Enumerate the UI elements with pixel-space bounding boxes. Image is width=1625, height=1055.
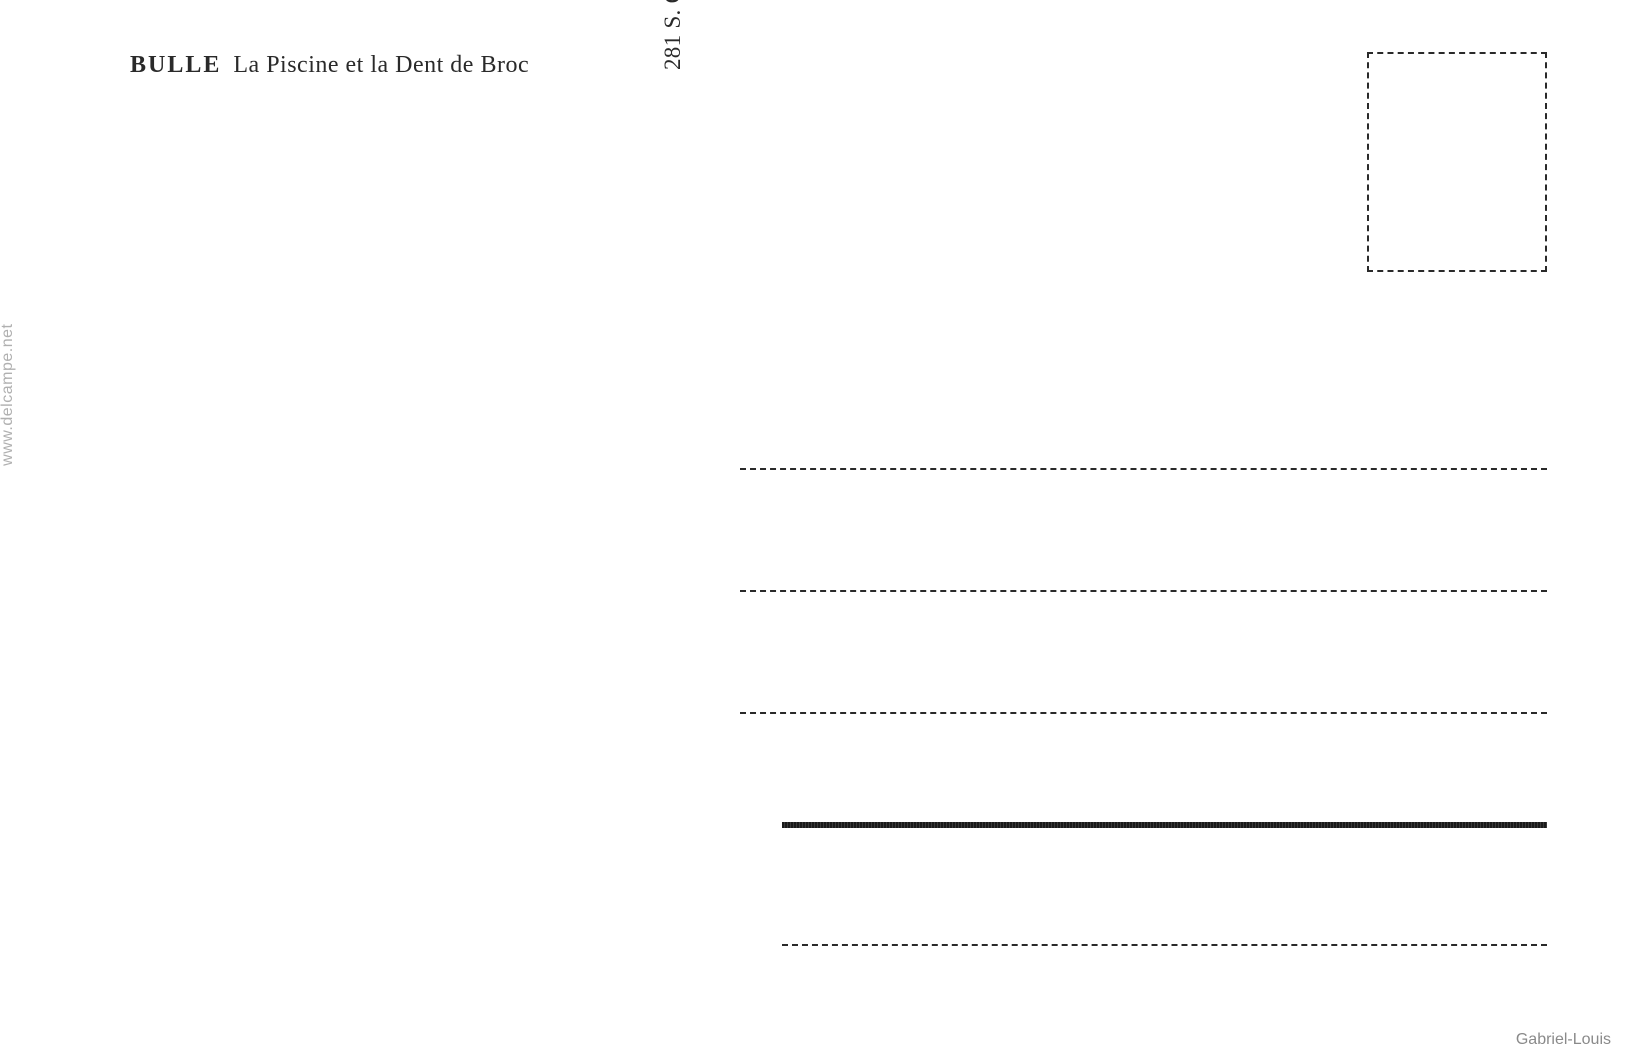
address-line (782, 944, 1547, 946)
stamp-placeholder-box (1367, 52, 1547, 272)
watermark-site: www.delcampe.net (0, 323, 17, 465)
postcard-back: BULLELa Piscine et la Dent de Broc 281 S… (0, 0, 1625, 1055)
address-line (740, 712, 1547, 714)
address-line (740, 468, 1547, 470)
postcard-title-description: La Piscine et la Dent de Broc (233, 52, 529, 78)
address-line (740, 590, 1547, 592)
postcard-title: BULLE La Piscine et la Dent de Broc (130, 52, 529, 79)
watermark-seller: Gabriel-Louis (1516, 1031, 1611, 1049)
postcard-title-location: BULLE (130, 52, 221, 78)
address-line-emphasis (782, 822, 1547, 828)
